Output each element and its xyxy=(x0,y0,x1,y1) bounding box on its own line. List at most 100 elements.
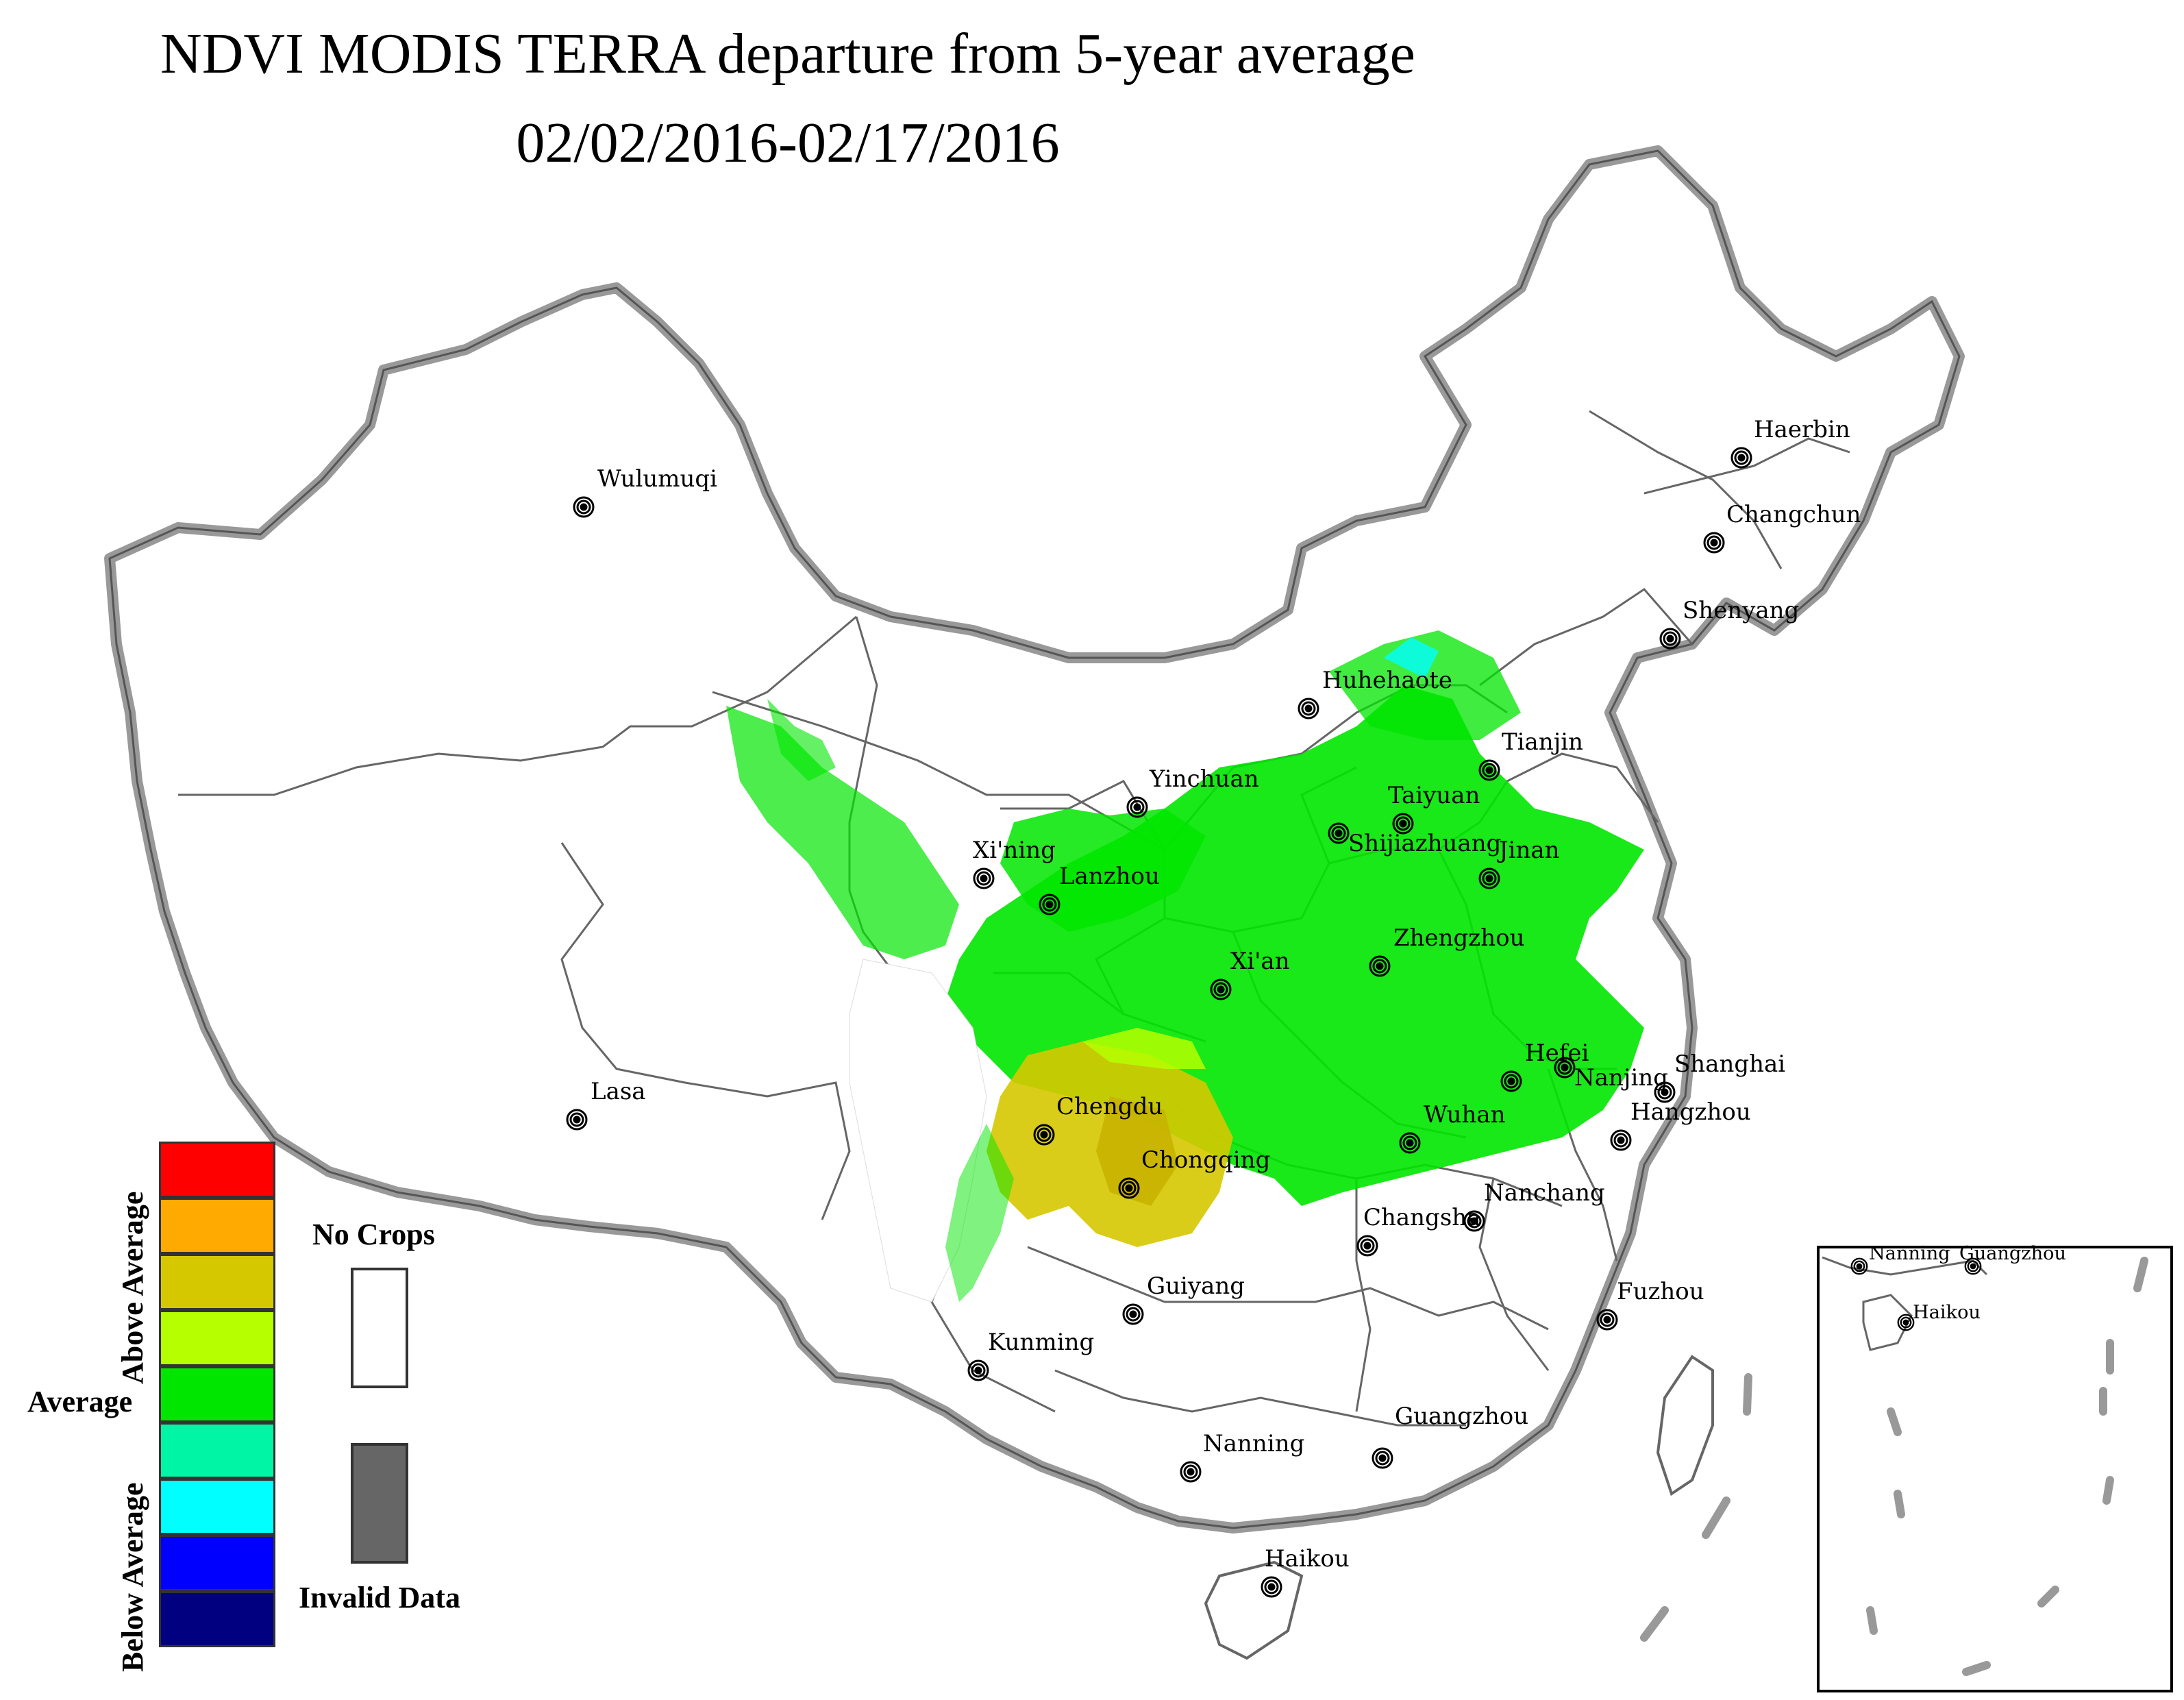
city-changchun: Changchun xyxy=(1703,501,1861,554)
city-marker-icon xyxy=(1470,1217,1478,1225)
city-marker-icon xyxy=(1504,1074,1519,1089)
city-marker-icon xyxy=(1663,631,1678,646)
city-marker-icon xyxy=(1328,822,1350,844)
city-marker-icon xyxy=(1853,1260,1865,1272)
city-marker-icon xyxy=(1363,1242,1372,1250)
city-marker-icon xyxy=(1261,1576,1282,1598)
inset-city-nanning: Nanning xyxy=(1850,1243,1950,1275)
city-marker-icon xyxy=(1478,867,1500,889)
city-marker-icon xyxy=(1217,985,1225,994)
city-marker-icon xyxy=(1467,1214,1482,1229)
city-marker-icon xyxy=(1372,959,1387,974)
city-label: Shanghai xyxy=(1674,1050,1785,1078)
city-marker-icon xyxy=(1482,763,1497,778)
city-nanchang: Nanchang xyxy=(1463,1179,1605,1232)
legend-no-crops-label: No Crops xyxy=(312,1218,435,1251)
legend-average-label: Average xyxy=(27,1385,133,1418)
city-fuzhou: Fuzhou xyxy=(1596,1278,1704,1331)
legend-swatch-3 xyxy=(159,1254,275,1310)
legend-above-average-label: Above Average xyxy=(116,1191,149,1384)
city-marker-icon xyxy=(1118,1177,1140,1199)
legend-swatch-8 xyxy=(159,1535,275,1591)
city-marker-icon xyxy=(1967,1260,1979,1272)
city-marker-icon xyxy=(1610,1129,1632,1151)
city-marker-icon xyxy=(1372,1447,1393,1469)
city-shijiazhuang: Shijiazhuang xyxy=(1328,822,1501,857)
city-guiyang: Guiyang xyxy=(1122,1272,1245,1325)
city-marker-icon xyxy=(1130,800,1145,815)
city-marker-icon xyxy=(1037,1127,1052,1142)
city-marker-icon xyxy=(1900,1316,1912,1329)
city-marker-icon xyxy=(1707,535,1722,550)
city-marker-icon xyxy=(1657,1085,1672,1100)
city-marker-icon xyxy=(974,1366,982,1375)
country-border-inner xyxy=(108,149,1961,1529)
city-markers: Wulumuqi Haerbin Changchun Shenyang Huhehaot… xyxy=(566,416,1861,1598)
inset-frame xyxy=(1817,1246,2173,1692)
city-label: Hangzhou xyxy=(1630,1098,1751,1126)
city-label: Zhengzhou xyxy=(1393,924,1524,952)
city-label: Chengdu xyxy=(1056,1093,1163,1120)
legend-swatch-1 xyxy=(159,1142,275,1198)
city-nanning: Nanning xyxy=(1180,1430,1304,1483)
city-marker-icon xyxy=(1654,1081,1676,1103)
city-marker-icon xyxy=(1478,759,1500,781)
city-marker-icon xyxy=(971,1363,986,1378)
city-marker-icon xyxy=(576,500,591,515)
city-marker-icon xyxy=(1406,1139,1414,1147)
city-marker-icon xyxy=(1902,1319,1909,1326)
city-marker-icon xyxy=(1485,766,1493,774)
city-yinchuan: Yinchuan xyxy=(1126,765,1259,818)
city-label: Fuzhou xyxy=(1617,1278,1704,1305)
city-label: Xi'ning xyxy=(973,837,1056,864)
city-marker-icon xyxy=(1301,701,1316,716)
city-marker-icon xyxy=(1395,816,1411,831)
city-marker-icon xyxy=(1213,982,1228,997)
city-marker-icon xyxy=(1557,1060,1572,1075)
city-marker-icon xyxy=(1122,1303,1144,1325)
city-marker-icon xyxy=(1045,900,1054,909)
city-label: Haikou xyxy=(1913,1302,1981,1323)
inset-city-markers: Nanning Guangzhou Haikou xyxy=(1850,1243,2066,1331)
city-haerbin: Haerbin xyxy=(1730,416,1850,469)
city-label: Guangzhou xyxy=(1959,1243,2066,1264)
city-marker-icon xyxy=(1603,1316,1611,1324)
city-label: Jinan xyxy=(1497,837,1560,864)
city-label: Shenyang xyxy=(1683,597,1799,624)
city-marker-icon xyxy=(1737,454,1746,462)
legend-swatch-5 xyxy=(159,1366,275,1422)
city-label: Haerbin xyxy=(1754,416,1850,443)
city-shanghai: Shanghai xyxy=(1654,1050,1785,1103)
city-tianjin: Tianjin xyxy=(1478,728,1583,781)
city-marker-icon xyxy=(976,871,991,886)
city-marker-icon xyxy=(1187,1468,1195,1476)
city-marker-icon xyxy=(1369,955,1391,977)
legend-swatch-9 xyxy=(159,1591,275,1647)
city-label: Taiyuan xyxy=(1388,782,1480,809)
city-marker-icon xyxy=(1561,1063,1569,1072)
city-xining: Xi'ning xyxy=(973,837,1056,889)
city-marker-icon xyxy=(1129,1310,1137,1318)
city-chengdu: Chengdu xyxy=(1033,1093,1163,1146)
ndvi-raster xyxy=(726,630,1644,1303)
city-changsha: Changsha xyxy=(1356,1204,1480,1257)
city-marker-icon xyxy=(580,503,588,511)
city-label: Lanzhou xyxy=(1059,863,1160,890)
city-label: Nanjing xyxy=(1574,1064,1668,1092)
city-hangzhou: Hangzhou xyxy=(1610,1098,1751,1151)
city-label: Lasa xyxy=(591,1078,646,1105)
city-marker-icon xyxy=(1703,532,1725,554)
city-marker-icon xyxy=(1399,820,1407,828)
city-marker-icon xyxy=(1554,1057,1576,1079)
city-marker-icon xyxy=(967,1359,989,1381)
city-marker-icon xyxy=(1125,1184,1133,1192)
city-marker-icon xyxy=(1042,897,1057,912)
city-label: Haikou xyxy=(1265,1545,1350,1573)
city-kunming: Kunming xyxy=(967,1329,1094,1381)
city-label: Changsha xyxy=(1363,1204,1480,1231)
city-marker-icon xyxy=(1360,1238,1375,1253)
city-marker-icon xyxy=(1850,1257,1868,1275)
city-jinan: Jinan xyxy=(1478,837,1560,889)
city-marker-icon xyxy=(1402,1135,1417,1150)
